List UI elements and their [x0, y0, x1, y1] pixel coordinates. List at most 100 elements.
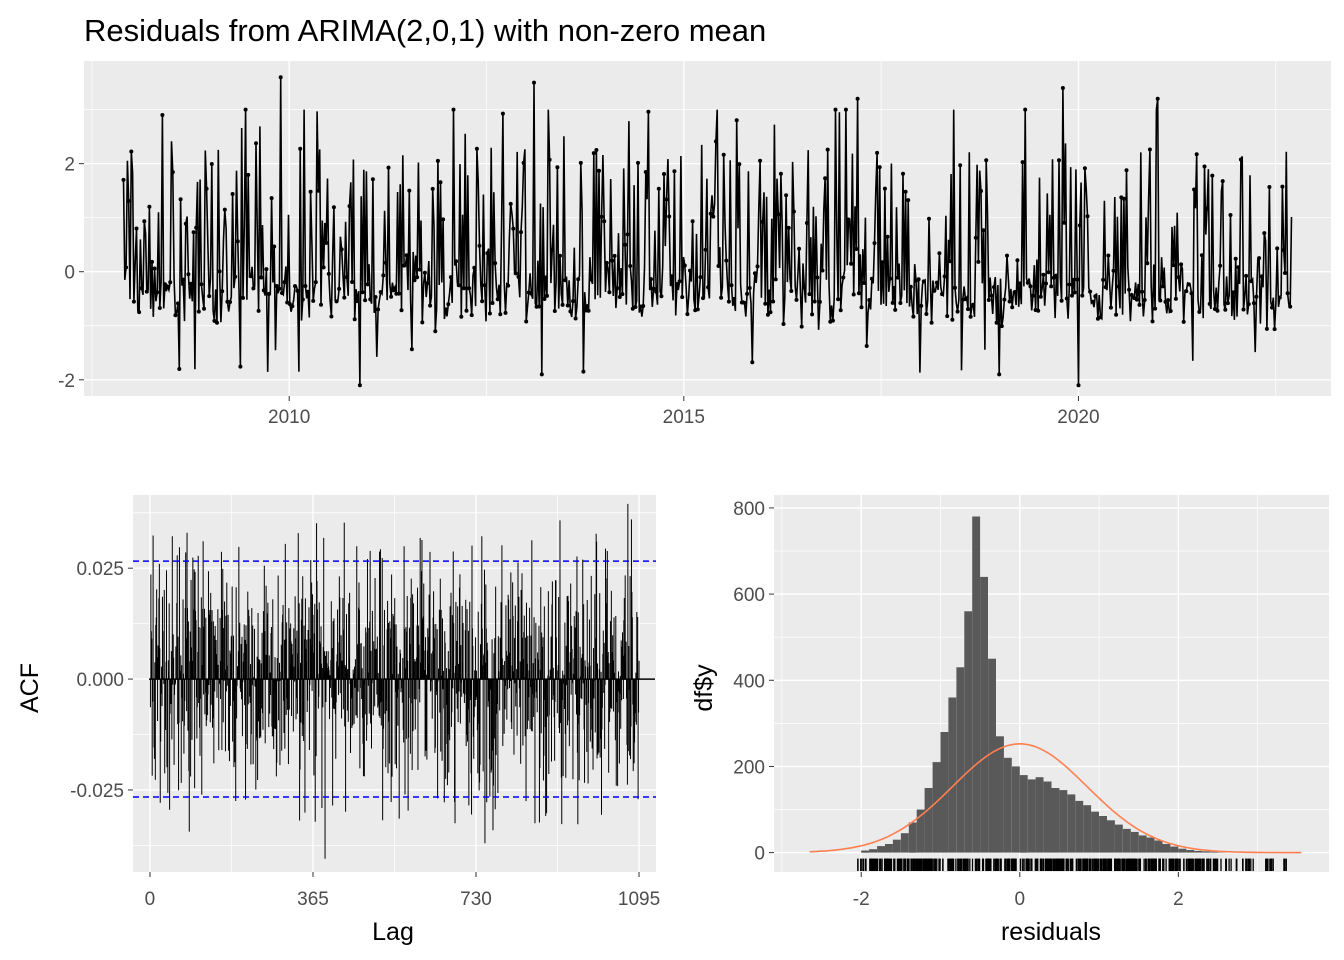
- residual-point: [688, 268, 692, 273]
- residual-point: [293, 284, 297, 289]
- residual-point: [519, 230, 523, 235]
- residual-point: [765, 312, 770, 317]
- residual-point: [1205, 206, 1210, 211]
- residual-point: [1060, 86, 1065, 90]
- residual-point: [272, 244, 277, 249]
- residual-point: [402, 263, 407, 268]
- residual-point: [804, 221, 809, 225]
- residual-point: [1215, 308, 1220, 313]
- residual-point: [602, 219, 607, 224]
- residual-point: [955, 309, 960, 314]
- residual-point: [994, 320, 999, 325]
- residual-point: [306, 289, 310, 294]
- residual-point: [737, 162, 742, 167]
- residual-point: [1280, 184, 1285, 189]
- residual-point: [810, 312, 815, 317]
- residual-point: [1106, 253, 1111, 258]
- residual-point: [781, 322, 786, 326]
- residual-point: [1171, 263, 1176, 268]
- histogram-bar: [869, 849, 877, 853]
- residual-point: [677, 279, 682, 284]
- residual-point: [942, 274, 947, 279]
- residual-point: [456, 283, 461, 288]
- residual-point: [430, 186, 435, 191]
- residual-point: [1202, 164, 1207, 169]
- residual-point: [859, 305, 864, 310]
- residual-point: [1231, 290, 1236, 295]
- histogram-panel: -2 0 2 0 200 400 600 800 residuals df$y: [690, 495, 1329, 946]
- histogram-bar: [948, 697, 957, 853]
- residual-point: [235, 239, 240, 244]
- residual-point: [435, 158, 440, 163]
- residual-point: [131, 299, 136, 304]
- residual-point: [547, 157, 552, 162]
- residual-point: [1194, 152, 1199, 157]
- residual-point: [1072, 290, 1077, 295]
- residual-point: [597, 168, 601, 173]
- residual-point: [391, 288, 396, 293]
- residual-point: [282, 280, 287, 285]
- residual-point: [233, 274, 238, 279]
- y-tick-label: 800: [733, 499, 765, 520]
- residual-point: [1186, 282, 1191, 287]
- residual-point: [830, 318, 835, 323]
- residual-point: [924, 312, 929, 316]
- histogram-y-axis-label: df$y: [690, 664, 718, 712]
- residual-point: [441, 217, 446, 222]
- residual-point: [999, 324, 1004, 329]
- residual-point: [1244, 273, 1249, 278]
- residual-point: [1262, 231, 1267, 236]
- histogram-bar: [1059, 790, 1068, 853]
- residual-point: [1270, 305, 1274, 310]
- residual-point: [1160, 284, 1165, 289]
- residual-point: [908, 284, 913, 289]
- residual-point: [820, 268, 825, 273]
- histogram-bar: [932, 762, 941, 853]
- residual-point: [851, 292, 856, 297]
- residual-point: [992, 285, 996, 290]
- residual-point: [163, 282, 167, 287]
- residual-point: [981, 228, 986, 233]
- histogram-bar: [861, 850, 870, 853]
- residual-point: [1101, 277, 1106, 282]
- residual-point: [620, 292, 625, 297]
- residual-point: [183, 221, 188, 226]
- residual-point: [586, 308, 591, 313]
- histogram-bar: [956, 667, 965, 853]
- residual-point: [438, 180, 443, 185]
- residual-point: [919, 303, 924, 308]
- histogram-bar: [1210, 851, 1218, 853]
- residual-point: [181, 277, 186, 282]
- histogram-bar: [908, 822, 917, 853]
- residual-point: [558, 253, 562, 258]
- residual-point: [662, 172, 666, 176]
- residual-point: [1082, 166, 1087, 171]
- residual-point: [976, 259, 981, 264]
- residual-point: [319, 302, 323, 307]
- residual-point: [750, 360, 755, 365]
- y-tick-label: 600: [733, 585, 765, 606]
- residual-point: [352, 317, 357, 322]
- residual-point: [1015, 258, 1020, 263]
- residual-point: [836, 297, 841, 302]
- residual-point: [1181, 319, 1186, 324]
- residual-point: [1059, 298, 1064, 303]
- residual-point: [901, 171, 905, 176]
- residual-point: [1228, 213, 1233, 217]
- residual-point: [855, 96, 860, 101]
- residual-point: [617, 295, 622, 299]
- residual-point: [433, 329, 438, 334]
- residual-point: [274, 284, 279, 288]
- residual-point: [124, 265, 129, 270]
- residual-point: [1044, 281, 1048, 286]
- residual-point: [1283, 271, 1287, 275]
- histogram-bar: [1083, 805, 1092, 853]
- residual-point: [1077, 223, 1082, 228]
- residual-point: [872, 241, 877, 246]
- x-tick-label: 365: [297, 889, 329, 910]
- residual-point: [1036, 308, 1041, 313]
- residual-point: [1173, 296, 1178, 301]
- residual-point: [194, 225, 199, 230]
- residual-point: [856, 291, 861, 296]
- residual-point: [755, 264, 760, 269]
